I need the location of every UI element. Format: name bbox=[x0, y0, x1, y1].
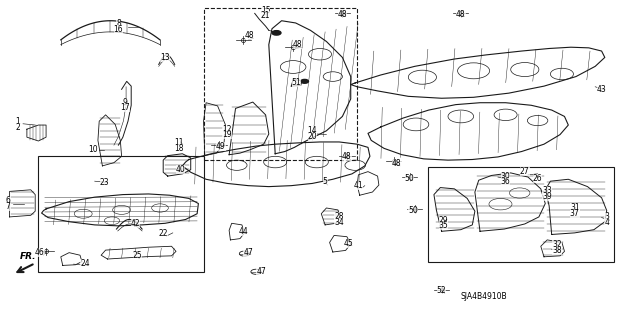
Text: 28: 28 bbox=[335, 212, 344, 221]
Text: 27: 27 bbox=[520, 167, 530, 176]
Text: 18: 18 bbox=[175, 144, 184, 153]
Text: 11: 11 bbox=[175, 138, 184, 147]
Text: 48: 48 bbox=[392, 159, 402, 168]
Text: 15: 15 bbox=[260, 6, 271, 15]
Text: 42: 42 bbox=[131, 219, 141, 228]
Text: 48: 48 bbox=[342, 152, 352, 161]
Text: 8: 8 bbox=[116, 19, 121, 28]
Text: 26: 26 bbox=[532, 174, 543, 182]
Text: 1: 1 bbox=[15, 117, 20, 126]
Text: 12: 12 bbox=[223, 125, 232, 134]
Text: 25: 25 bbox=[132, 251, 143, 260]
Text: 22: 22 bbox=[159, 229, 168, 238]
Text: 39: 39 bbox=[542, 192, 552, 201]
Text: 19: 19 bbox=[222, 130, 232, 139]
Text: 47: 47 bbox=[243, 248, 253, 256]
Text: 34: 34 bbox=[334, 218, 344, 226]
Text: 44: 44 bbox=[238, 227, 248, 236]
Text: 35: 35 bbox=[438, 221, 449, 230]
Text: 41: 41 bbox=[353, 181, 364, 190]
Text: 40: 40 bbox=[175, 165, 186, 174]
Bar bbox=[428, 167, 614, 262]
Text: 21: 21 bbox=[261, 11, 270, 20]
Text: 46: 46 bbox=[35, 248, 45, 257]
Text: 6: 6 bbox=[5, 197, 10, 205]
Text: 48: 48 bbox=[292, 40, 303, 49]
Text: 33: 33 bbox=[542, 186, 552, 195]
Text: 7: 7 bbox=[5, 202, 10, 211]
Circle shape bbox=[301, 79, 308, 83]
Text: 24: 24 bbox=[80, 259, 90, 268]
Text: 43: 43 bbox=[596, 85, 607, 94]
Text: 3: 3 bbox=[604, 212, 609, 221]
Text: 31: 31 bbox=[570, 204, 580, 212]
Text: 14: 14 bbox=[307, 126, 317, 135]
Text: 37: 37 bbox=[570, 209, 580, 218]
Text: SJA4B4910B: SJA4B4910B bbox=[461, 292, 508, 300]
Text: 36: 36 bbox=[500, 177, 511, 186]
Text: 49: 49 bbox=[216, 142, 226, 151]
Text: 23: 23 bbox=[99, 178, 109, 187]
Text: 13: 13 bbox=[160, 53, 170, 62]
Text: 17: 17 bbox=[120, 103, 130, 112]
Bar bbox=[38, 156, 204, 272]
Circle shape bbox=[251, 269, 261, 274]
Text: 52: 52 bbox=[436, 286, 447, 295]
Text: 9: 9 bbox=[122, 98, 127, 107]
Text: 47: 47 bbox=[256, 267, 266, 276]
Text: 48: 48 bbox=[244, 31, 255, 40]
Bar bbox=[204, 8, 357, 160]
Text: 5: 5 bbox=[323, 177, 328, 186]
Text: 38: 38 bbox=[552, 246, 562, 255]
Text: 20: 20 bbox=[307, 132, 317, 141]
Text: 50: 50 bbox=[404, 174, 415, 182]
Text: 48: 48 bbox=[456, 10, 466, 19]
Text: 16: 16 bbox=[113, 25, 124, 34]
Text: 48: 48 bbox=[337, 10, 348, 19]
Circle shape bbox=[272, 31, 281, 35]
Circle shape bbox=[239, 251, 250, 256]
Text: 50: 50 bbox=[408, 206, 418, 215]
Text: 29: 29 bbox=[438, 216, 449, 225]
Text: 45: 45 bbox=[344, 239, 354, 248]
Text: 2: 2 bbox=[15, 123, 20, 132]
Text: 32: 32 bbox=[552, 241, 562, 249]
Text: 10: 10 bbox=[88, 145, 98, 154]
Text: FR.: FR. bbox=[20, 252, 36, 261]
Text: 4: 4 bbox=[604, 218, 609, 227]
Text: 51: 51 bbox=[291, 78, 301, 87]
Text: 30: 30 bbox=[500, 172, 511, 181]
